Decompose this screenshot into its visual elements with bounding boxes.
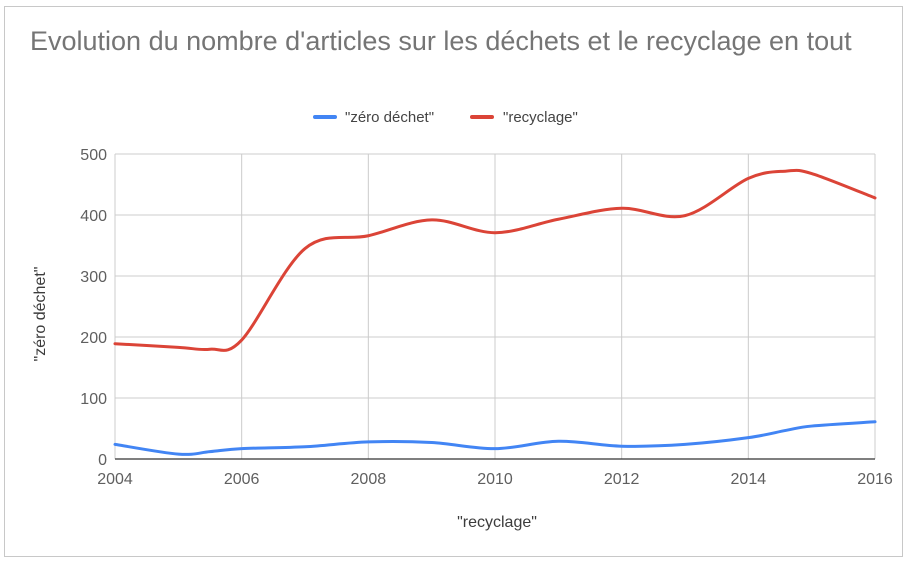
y-tick-labels: 0 100 200 300 400 500 [80,147,107,469]
y-tick-label: 100 [80,391,107,408]
y-tick-label: 400 [80,208,107,225]
y-tick-label: 0 [98,452,107,469]
legend-label: "recyclage" [503,109,578,126]
series-lines [113,168,877,456]
series-line-recyclage [113,168,877,352]
x-tick-label: 2008 [351,471,387,488]
x-tick-labels: 2004 2006 2008 2010 2012 2014 2016 [97,471,893,488]
series-line-zero-dechet [113,420,877,456]
x-axis-title: "recyclage" [457,514,537,531]
y-tick-label: 300 [80,269,107,286]
vertical-gridlines [114,154,876,459]
x-tick-label: 2006 [224,471,260,488]
x-tick-label: 2012 [604,471,640,488]
legend-label: "zéro déchet" [345,109,434,126]
x-tick-label: 2014 [731,471,767,488]
x-tick-label: 2010 [477,471,513,488]
y-axis-title: "zéro déchet" [32,267,49,362]
x-tick-label: 2016 [857,471,893,488]
y-tick-label: 500 [80,147,107,164]
x-tick-label: 2004 [97,471,133,488]
horizontal-gridlines [115,153,875,460]
chart-frame [4,6,903,557]
y-tick-label: 200 [80,330,107,347]
chart-title: Evolution du nombre d'articles sur les d… [30,26,852,56]
legend: "zéro déchet" "recyclage" [313,109,578,126]
